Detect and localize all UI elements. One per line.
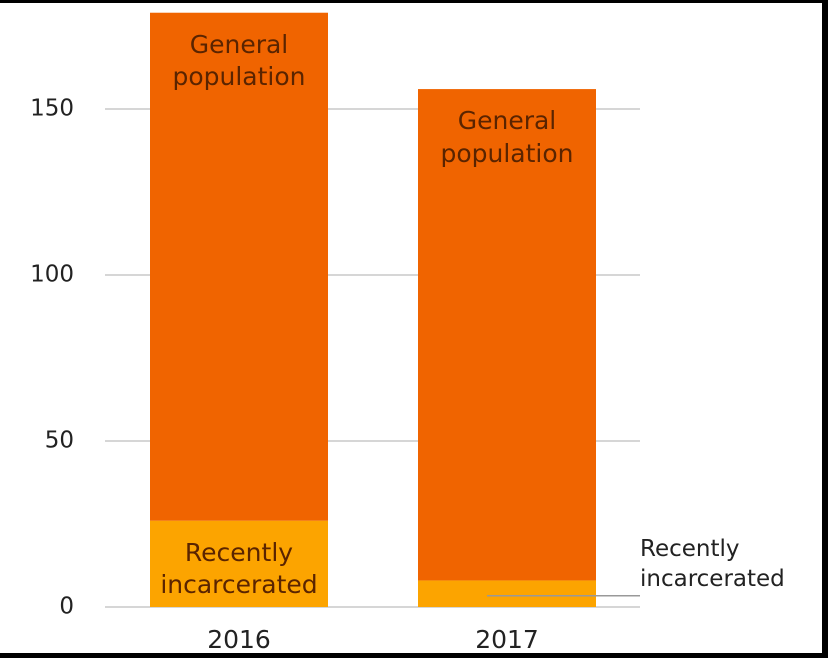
- segment-label: General population: [440, 106, 574, 168]
- bar-segment: [418, 89, 596, 581]
- segment-label: General population: [172, 29, 306, 92]
- y-tick-label: 150: [30, 96, 74, 122]
- segment-label: Recently incarcerated: [160, 537, 318, 600]
- y-tick-label: 50: [45, 428, 74, 454]
- bar-segment: [418, 580, 596, 607]
- x-tick-label: 2017: [475, 625, 539, 653]
- x-tick-label: 2016: [207, 625, 271, 653]
- y-tick-label: 0: [59, 594, 74, 620]
- chart-area: 0 50 100 150 2016 2017 Recently incarcerated G…: [0, 3, 822, 653]
- y-tick-label: 100: [30, 262, 74, 288]
- bar-segment: [150, 12, 328, 521]
- segment-label-outside: Recently incarcerated: [640, 536, 785, 593]
- bar-segment: [150, 520, 328, 607]
- chart: 0 50 100 150 2016 2017: [30, 12, 640, 653]
